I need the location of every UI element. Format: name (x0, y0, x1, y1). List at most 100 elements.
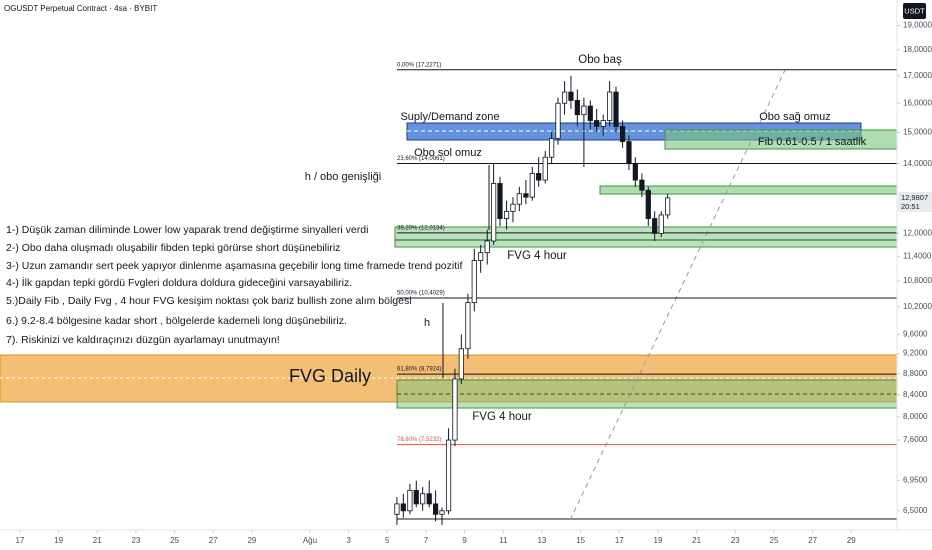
x-tick-label: 7 (424, 536, 429, 545)
note: 5.)Daily Fib , Daily Fvg , 4 hour FVG ke… (6, 295, 412, 307)
fib-label: 0,00% (17,2271) (397, 62, 441, 68)
candle-body (626, 141, 632, 165)
y-tick-label: 19,0000 (903, 21, 932, 30)
candle-body (426, 493, 432, 505)
last-price-tag (898, 191, 932, 212)
fvg-zone (599, 185, 898, 195)
candle-body (400, 503, 406, 512)
x-tick-label: 5 (385, 536, 390, 545)
candle-body (587, 105, 593, 121)
y-tick-label: 11,4000 (903, 252, 932, 261)
x-tick-label: 25 (770, 536, 779, 545)
candle-body (529, 173, 535, 198)
note: 3-) Uzun zamandır sert peek yapıyor dinl… (6, 260, 462, 272)
candle-body (523, 193, 529, 198)
x-tick-label: 21 (93, 536, 102, 545)
y-tick-label: 10,2000 (903, 302, 932, 311)
x-tick-label: 19 (54, 536, 63, 545)
candle-body (619, 126, 626, 142)
candle-body (645, 189, 651, 219)
annotation: h / obo genişliği (305, 171, 381, 183)
note: 6.) 9.2-8.4 bölgesine kadar short , bölg… (6, 315, 347, 327)
candle-body (478, 252, 484, 261)
x-tick-label: 23 (131, 536, 140, 545)
candle-body (452, 378, 458, 441)
annotation: FVG 4 hour (472, 411, 532, 423)
x-tick-label: 11 (499, 536, 508, 545)
annotation: FVG 4 hour (507, 250, 567, 262)
annotation: FVG Daily (289, 366, 371, 386)
time-axis (0, 530, 932, 550)
x-tick-label: Ağu (303, 536, 317, 545)
x-tick-label: 9 (462, 536, 467, 545)
candle-body (484, 240, 490, 254)
candle-body (561, 91, 568, 104)
x-tick-label: 17 (15, 536, 24, 545)
candle-body (516, 193, 522, 205)
candle-body (568, 91, 574, 101)
note: 7). Riskinizi ve kaldıraçınızı düzgün ay… (6, 334, 280, 346)
fib-label: 38,20% (12,0134) (397, 225, 445, 231)
y-tick-label: 12,0000 (903, 229, 932, 238)
candle-body (439, 510, 445, 515)
candle-body (555, 102, 561, 139)
x-tick-label: 23 (731, 536, 740, 545)
candle-body (413, 489, 419, 505)
candle-body (445, 439, 452, 512)
candle-body (433, 503, 439, 515)
candle-body (549, 138, 555, 158)
y-tick-label: 18,0000 (903, 45, 932, 54)
last-price-label: 12,9807 (901, 193, 928, 202)
y-tick-label: 9,2000 (903, 349, 928, 358)
annotation: h (424, 317, 430, 329)
candle-body (607, 91, 613, 121)
price-axis (897, 0, 932, 550)
annotation: Obo baş (578, 54, 622, 66)
candle-body (420, 493, 426, 505)
fib-label: 78,60% (7,5232) (397, 437, 441, 443)
note: 4-) İlk gapdan tepki gördü Fvgleri doldu… (6, 276, 352, 289)
candle-body (394, 503, 400, 515)
candle-body (574, 100, 580, 116)
y-tick-label: 8,4000 (903, 390, 928, 399)
currency-button[interactable] (903, 3, 926, 19)
x-tick-label: 19 (654, 536, 663, 545)
x-tick-label: 15 (576, 536, 585, 545)
candle-body (471, 260, 477, 303)
candle-body (632, 163, 638, 181)
fib-label: 23,60% (14,0061) (397, 156, 445, 162)
currency-label[interactable]: USDT (904, 6, 925, 15)
candle-body (652, 218, 658, 234)
candle-body (639, 179, 645, 191)
candle-body (665, 197, 671, 216)
y-tick-label: 8,0000 (903, 412, 928, 421)
annotation: Obo sağ omuz (759, 111, 831, 123)
candle-body (497, 183, 503, 219)
x-tick-label: 29 (847, 536, 856, 545)
candle-body (600, 120, 606, 127)
y-tick-label: 17,0000 (903, 71, 932, 80)
y-tick-label: 16,0000 (903, 98, 932, 107)
candle-body (491, 183, 497, 242)
candle-body (542, 156, 548, 181)
fvg-4h-zone (394, 226, 898, 248)
candle-body (458, 348, 464, 380)
candle-body (536, 173, 542, 181)
annotation: Obo sol omuz (414, 147, 482, 159)
x-tick-label: 21 (692, 536, 701, 545)
note: 1-) Düşük zaman diliminde Lower low yapa… (6, 224, 368, 236)
candle-body (594, 120, 600, 127)
candle-body (510, 203, 516, 212)
candle-body (658, 214, 664, 234)
y-tick-label: 6,9500 (903, 476, 928, 485)
x-tick-label: 25 (170, 536, 179, 545)
y-tick-label: 6,5000 (903, 506, 928, 515)
countdown: 20:51 (901, 202, 920, 211)
candle-body (465, 302, 471, 350)
y-tick-label: 8,8000 (903, 369, 928, 378)
y-tick-label: 7,6000 (903, 435, 928, 444)
x-tick-label: 3 (346, 536, 351, 545)
x-tick-label: 17 (615, 536, 624, 545)
